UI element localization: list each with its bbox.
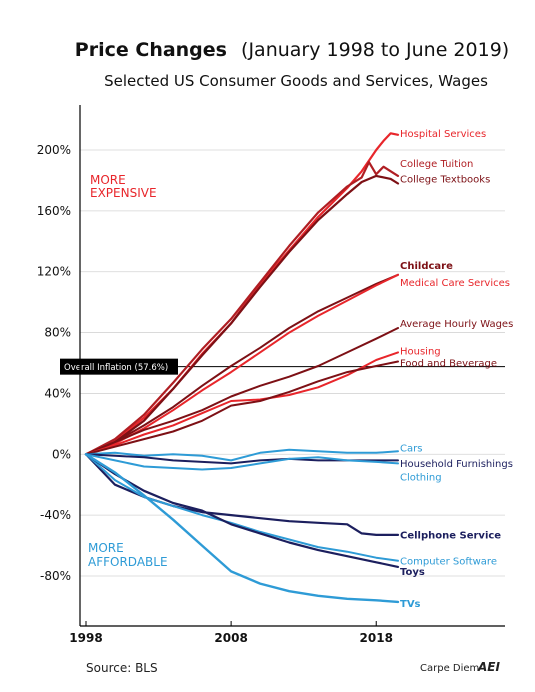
source-note: Source: BLS [86, 661, 158, 675]
series-line-household-furnishings [85, 453, 399, 465]
series-label-food-and-beverage: Food and Beverage [400, 359, 497, 370]
series-label-hospital-services: Hospital Services [400, 129, 486, 140]
series-line-childcare [85, 273, 399, 456]
series-line-tvs [84, 453, 400, 604]
chart-title-main: Price Changes [75, 39, 227, 61]
series-label-household-furnishings: Household Furnishings [400, 459, 513, 470]
series-line-clothing [85, 453, 399, 471]
chart-subtitle: Selected US Consumer Goods and Services,… [104, 72, 488, 90]
y-tick-label: 0% [52, 447, 71, 461]
aei-logo: AEI [477, 660, 500, 674]
series-lines [84, 132, 400, 604]
annotation-expensive-line2: EXPENSIVE [90, 186, 157, 200]
series-label-college-tuition: College Tuition [400, 159, 473, 170]
y-tick-label: 120% [37, 265, 71, 279]
series-line-average-hourly-wages [85, 327, 399, 456]
series-label-toys: Toys [400, 567, 425, 578]
series-line-hospital-services [84, 132, 400, 456]
y-tick-label: 160% [37, 204, 71, 218]
series-line-housing [85, 351, 399, 456]
annotation-expensive-line1: MORE [90, 173, 126, 187]
chart-title: Price Changes (January 1998 to June 2019… [75, 39, 509, 61]
reference-line-group: Overall Inflation (57.6%) [60, 358, 505, 375]
series-label-medical-care-services: Medical Care Services [400, 278, 510, 289]
series-label-childcare: Childcare [400, 261, 453, 272]
series-line-computer-software [85, 453, 399, 562]
series-label-cars: Cars [400, 444, 422, 455]
series-line-food-and-beverage [85, 360, 399, 456]
annotation-affordable-line2: AFFORDABLE [88, 555, 168, 569]
y-tick-label: -40% [40, 508, 71, 522]
series-line-cars [85, 448, 399, 462]
y-tick-label: 200% [37, 143, 71, 157]
brand-name: Carpe Diem [420, 663, 479, 674]
series-labels: Hospital Services College Tuition College … [400, 129, 513, 610]
y-tick-label: 80% [44, 326, 71, 340]
series-line-toys [84, 453, 400, 569]
series-label-clothing: Clothing [400, 473, 442, 484]
y-axis-ticks: 200% 160% 120% 80% 40% 0% -40% -80% [37, 143, 71, 583]
y-tick-label: 40% [44, 386, 71, 400]
chart-title-date-range: (January 1998 to June 2019) [241, 39, 509, 61]
y-tick-label: -80% [40, 569, 71, 583]
axes [79, 105, 505, 627]
series-line-college-textbooks [84, 174, 400, 456]
x-tick-label: 1998 [69, 631, 102, 645]
series-label-college-textbooks: College Textbooks [400, 174, 490, 185]
series-line-college-tuition [84, 161, 400, 456]
series-label-cellphone-service: Cellphone Service [400, 530, 501, 541]
overall-inflation-label: Overall Inflation (57.6%) [64, 363, 168, 373]
annotation-affordable-line1: MORE [88, 541, 124, 555]
series-label-tvs: TVs [400, 599, 421, 610]
overall-inflation-label-box [60, 358, 178, 375]
series-label-average-hourly-wages: Average Hourly Wages [400, 319, 513, 330]
x-tick-label: 2018 [360, 631, 393, 645]
series-label-housing: Housing [400, 346, 441, 357]
x-tick-label: 2008 [214, 631, 247, 645]
series-label-computer-software: Computer Software [400, 556, 497, 567]
x-axis-ticks: 1998 2008 2018 [69, 621, 393, 645]
